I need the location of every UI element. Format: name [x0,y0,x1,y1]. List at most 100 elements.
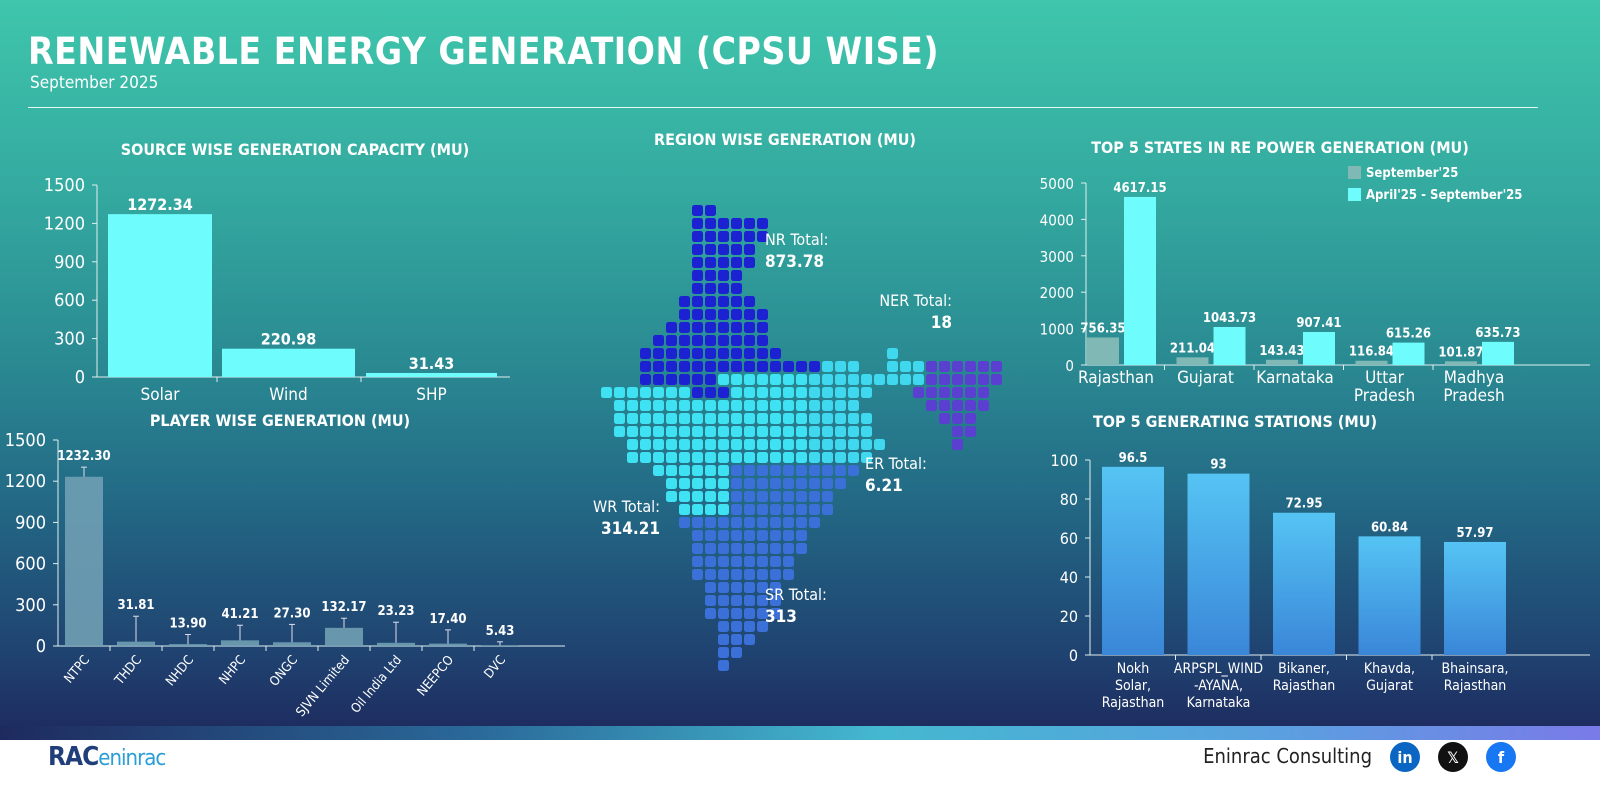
map-dot-er [900,374,911,385]
bar-3 [221,640,259,646]
map-dot-sr [809,465,820,476]
map-dot-nr [692,296,703,307]
bar-1 [117,641,155,646]
map-dot-nr [666,348,677,359]
map-dot-ner [952,413,963,424]
map-dot-nr [666,374,677,385]
map-dot-er [822,361,833,372]
map-dot-wr [679,413,690,424]
map-dot-ner [913,387,924,398]
map-dot-sr [744,582,755,593]
x-tick-label: DVC [482,653,510,682]
map-dot-nr [692,361,703,372]
map-dot-nr [757,361,768,372]
y-tick-label: 1200 [44,213,85,234]
map-dot-sr [757,582,768,593]
x-icon[interactable]: 𝕏 [1438,742,1468,772]
map-dot-nr [718,322,729,333]
map-dot-wr [783,374,794,385]
map-dot-wr [731,452,742,463]
data-label: 1232.30 [57,449,110,464]
linkedin-icon[interactable]: in [1390,742,1420,772]
map-dot-ner [939,361,950,372]
y-tick-label: 0 [75,367,85,388]
map-dot-sr [718,621,729,632]
map-dot-wr [640,452,651,463]
map-dot-sr [783,491,794,502]
map-dot-wr [731,374,742,385]
map-dot-nr [679,296,690,307]
map-dot-er [822,400,833,411]
india-region-map [601,205,1002,671]
map-dot-nr [731,335,742,346]
map-dot-er [809,452,820,463]
x-tick-label: ONGC [267,653,301,690]
map-dot-wr [770,452,781,463]
map-dot-wr [744,374,755,385]
data-label: 116.84 [1349,345,1394,360]
wr-label: WR Total: 314.21 [593,497,660,539]
map-dot-wr [718,426,729,437]
map-dot-wr [770,413,781,424]
data-label: 31.43 [409,354,455,373]
map-dot-wr [731,400,742,411]
map-dot-wr [796,426,807,437]
map-dot-nr [757,322,768,333]
map-dot-nr [692,283,703,294]
map-dot-sr [744,543,755,554]
map-dot-nr [653,361,664,372]
map-dot-er [874,374,885,385]
map-dot-wr [731,387,742,398]
map-dot-ner [965,413,976,424]
map-dot-wr [731,439,742,450]
map-dot-wr [666,478,677,489]
data-label: 60.84 [1371,520,1408,535]
map-dot-ner [965,361,976,372]
map-dot-wr [744,439,755,450]
map-dot-sr [770,465,781,476]
map-dot-wr [718,465,729,476]
map-dot-nr [705,218,716,229]
map-dot-nr [692,218,703,229]
x-tick-label: -AYANA, [1194,678,1243,694]
map-dot-sr [809,517,820,528]
y-tick-label: 80 [1060,490,1078,509]
map-dot-nr [705,322,716,333]
x-tick-label: SHP [416,385,446,405]
data-label: 907.41 [1296,316,1341,331]
x-tick-label: Karnataka [1187,695,1251,711]
y-tick-label: 0 [1069,646,1078,665]
map-dot-nr [796,361,807,372]
map-dot-wr [679,439,690,450]
map-dot-wr [601,387,612,398]
map-dot-sr [796,465,807,476]
map-dot-sr [770,569,781,580]
x-tick-label: Karnataka [1256,368,1333,388]
map-dot-nr [731,348,742,359]
map-dot-ner [939,413,950,424]
bar-solar [108,214,212,377]
y-tick-label: 1000 [1040,321,1074,339]
map-dot-ner [926,400,937,411]
map-dot-nr [757,218,768,229]
y-tick-label: 0 [36,636,46,657]
eninrac-logo: RACeninrac [48,742,166,772]
map-dot-wr [692,439,703,450]
map-dot-sr [731,543,742,554]
x-tick-label: NTPC [62,653,93,686]
map-dot-sr [809,491,820,502]
facebook-icon[interactable]: f [1486,742,1516,772]
map-dot-wr [718,478,729,489]
map-dot-er [835,452,846,463]
map-dot-er [913,361,924,372]
data-label: 220.98 [261,330,317,349]
data-label: 1043.73 [1203,311,1256,326]
x-tick-label: Bikaner, [1278,661,1330,677]
y-tick-label: 0 [1065,357,1074,375]
bar-7 [429,643,467,646]
x-tick-label: Pradesh [1354,386,1415,405]
map-dot-nr [731,231,742,242]
map-dot-er [822,439,833,450]
map-dot-wr [679,400,690,411]
map-dot-wr [666,452,677,463]
